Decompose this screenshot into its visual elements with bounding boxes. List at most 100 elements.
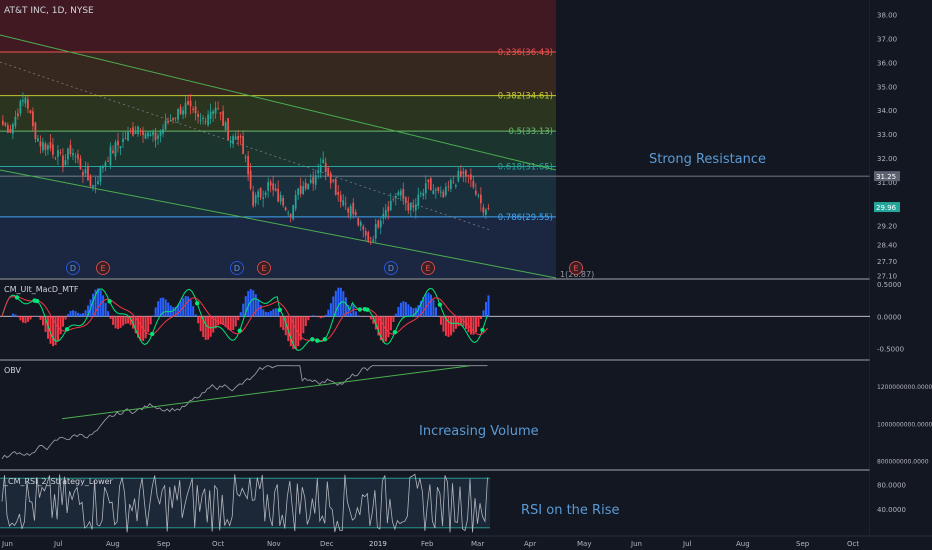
time-tick-label: 2019 bbox=[369, 540, 387, 548]
price-tick-label: 32.00 bbox=[877, 155, 897, 163]
candle-body bbox=[119, 146, 122, 149]
macd-histogram-bar bbox=[72, 310, 75, 317]
candle-body bbox=[444, 186, 447, 196]
macd-histogram-bar bbox=[257, 299, 260, 317]
price-tick-label: 36.00 bbox=[877, 59, 897, 67]
macd-histogram-bar bbox=[12, 313, 15, 317]
candle-body bbox=[269, 181, 272, 186]
candle-body bbox=[227, 118, 229, 141]
candle-body bbox=[4, 123, 7, 126]
macd-histogram-bar bbox=[414, 307, 417, 317]
obv-trendline bbox=[61, 365, 471, 420]
macd-cross-dot bbox=[357, 307, 363, 312]
macd-histogram-bar bbox=[297, 316, 300, 347]
macd-histogram-bar bbox=[284, 316, 287, 336]
candle-body bbox=[109, 146, 112, 166]
macd-histogram-bar bbox=[32, 316, 35, 318]
candle-body bbox=[354, 211, 357, 216]
candle-body bbox=[117, 140, 119, 146]
macd-cross-dot bbox=[310, 337, 315, 342]
candle-body bbox=[229, 140, 232, 143]
candle-body bbox=[122, 138, 124, 142]
price-tick-label: 33.00 bbox=[877, 131, 897, 139]
macd-histogram-bar bbox=[434, 307, 437, 317]
macd-histogram-bar bbox=[234, 316, 237, 327]
macd-histogram-bar bbox=[329, 303, 332, 317]
macd-histogram-bar bbox=[277, 309, 280, 317]
candle-body bbox=[352, 202, 355, 215]
macd-cross-dot bbox=[195, 301, 200, 306]
event-marker-label: D bbox=[388, 264, 394, 273]
candle-body bbox=[469, 174, 472, 180]
candle-body bbox=[29, 110, 32, 114]
macd-histogram-bar bbox=[162, 297, 165, 317]
time-axis[interactable]: Jun Jul Aug Sep Oct Nov Dec 2019 Feb Mar Apr May Jun… bbox=[0, 535, 932, 548]
time-tick-label: Jul bbox=[53, 540, 63, 548]
candle-body bbox=[287, 212, 290, 214]
candle-body bbox=[77, 154, 79, 160]
macd-histogram-bar bbox=[14, 314, 17, 317]
fibonacci-zones bbox=[0, 0, 556, 278]
candle-body bbox=[322, 159, 325, 164]
macd-histogram-bar bbox=[377, 316, 380, 336]
macd-histogram-bar bbox=[429, 294, 432, 317]
price-axis[interactable]: 38.00 37.00 36.00 35.00 34.00 33.00 32.00 31.00… bbox=[870, 0, 932, 536]
candle-body bbox=[37, 138, 39, 142]
candle-body bbox=[247, 155, 250, 175]
macd-histogram-bar bbox=[239, 312, 242, 317]
candle-body bbox=[252, 191, 255, 206]
macd-histogram-bar bbox=[407, 304, 410, 317]
candle-body bbox=[177, 108, 179, 120]
candle-body bbox=[334, 178, 337, 195]
macd-histogram-bar bbox=[202, 316, 205, 338]
time-tick-label: Apr bbox=[524, 540, 536, 548]
macd-histogram-bar bbox=[479, 316, 482, 320]
rsi-tick-label: 40.0000 bbox=[877, 506, 906, 514]
macd-histogram-bar bbox=[242, 303, 245, 317]
candle-body bbox=[107, 160, 109, 162]
candle-body bbox=[379, 220, 382, 228]
macd-histogram-bar bbox=[409, 306, 412, 317]
macd-histogram-bar bbox=[442, 316, 445, 332]
macd-histogram-bar bbox=[157, 301, 160, 317]
time-tick-label: Feb bbox=[421, 540, 434, 548]
macd-histogram-bar bbox=[149, 316, 152, 325]
last-price-badge bbox=[874, 202, 900, 213]
earnings-marker bbox=[569, 261, 583, 275]
event-marker-label: D bbox=[70, 264, 76, 273]
macd-histogram-bar bbox=[177, 304, 180, 317]
candle-body bbox=[127, 132, 129, 141]
rsi-tick-label: 80.0000 bbox=[877, 481, 906, 489]
candle-body bbox=[239, 136, 242, 138]
macd-histogram-bar bbox=[39, 316, 42, 320]
candle-body bbox=[7, 125, 9, 133]
candle-body bbox=[429, 178, 432, 191]
macd-histogram-bar bbox=[264, 311, 267, 317]
rsi-indicator-title: _CM_RSI_2_Strategy_Lower bbox=[3, 477, 114, 486]
fib-zone-band bbox=[0, 216, 556, 278]
macd-histogram-bar bbox=[69, 310, 72, 317]
macd-histogram-bar bbox=[199, 316, 202, 332]
candle-body bbox=[254, 195, 257, 204]
macd-histogram-bar bbox=[84, 310, 87, 317]
candle-body bbox=[244, 157, 247, 159]
candle-body bbox=[184, 102, 187, 115]
candle-body bbox=[94, 185, 97, 187]
fib-level-label: 0.382(34.61) bbox=[498, 92, 553, 102]
dividend-marker bbox=[66, 261, 80, 275]
candle-body bbox=[139, 130, 142, 132]
price-tick-label: 38.00 bbox=[877, 11, 897, 19]
candle-body bbox=[327, 167, 330, 176]
increasing-volume-annotation: Increasing Volume bbox=[419, 424, 539, 439]
candle-body bbox=[394, 195, 397, 199]
macd-histogram-bar bbox=[102, 295, 105, 317]
macd-histogram-bar bbox=[62, 316, 65, 327]
price-tick-label: 27.10 bbox=[877, 273, 897, 281]
macd-histogram-bar bbox=[192, 306, 195, 317]
macd-histogram-bar bbox=[449, 316, 452, 336]
candle-body bbox=[484, 209, 487, 215]
fib-zone-band bbox=[0, 131, 556, 167]
candle-body bbox=[237, 135, 239, 140]
